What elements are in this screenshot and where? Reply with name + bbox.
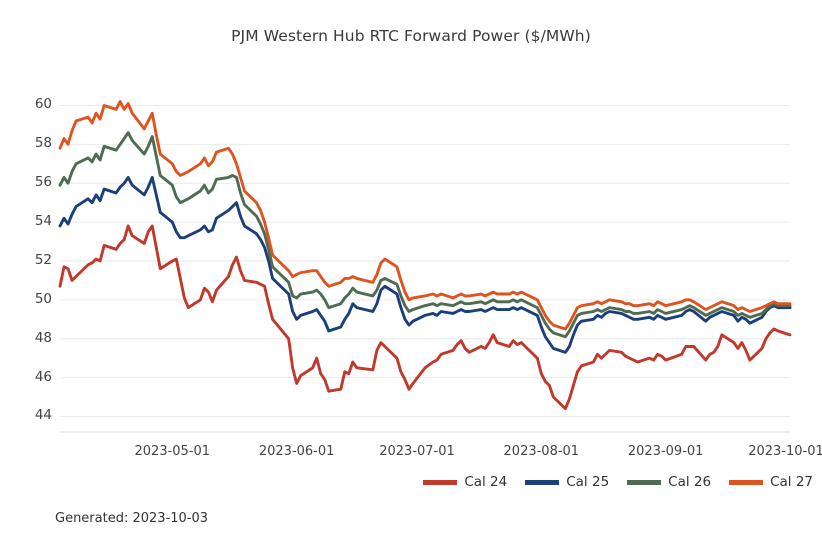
- legend-label: Cal 26: [668, 474, 712, 490]
- series-lines-group: [58, 100, 792, 411]
- gridlines-group: [60, 104, 790, 417]
- series-line-cal-24: [58, 224, 792, 411]
- chart-title: PJM Western Hub RTC Forward Power ($/MWh…: [231, 27, 591, 45]
- legend-label: Cal 27: [770, 474, 813, 490]
- y-tick-label: 56: [34, 174, 52, 191]
- y-tick-label: 58: [34, 135, 52, 152]
- legend-item-cal-27[interactable]: Cal 27: [729, 474, 813, 490]
- generated-timestamp: Generated: 2023-10-03: [55, 511, 209, 526]
- y-tick-label: 52: [34, 251, 52, 268]
- legend-swatch-icon: [729, 479, 764, 485]
- y-tick-label: 44: [34, 407, 52, 424]
- series-line-cal-25: [58, 175, 792, 354]
- legend-label: Cal 24: [464, 474, 508, 490]
- x-tick-label: 2023-07-01: [379, 444, 455, 459]
- legend-swatch-icon: [525, 479, 560, 485]
- legend-swatch-icon: [627, 479, 662, 485]
- y-tick-label: 50: [34, 290, 52, 307]
- legend-item-cal-24[interactable]: Cal 24: [423, 474, 507, 490]
- y-tick-label: 60: [34, 96, 52, 113]
- legend-swatch-icon: [423, 479, 458, 485]
- y-tick-label: 48: [34, 329, 52, 346]
- x-tick-label: 2023-10-01: [748, 444, 822, 459]
- x-tick-label: 2023-05-01: [134, 444, 211, 459]
- chart-legend: Cal 24 Cal 25 Cal 26 Cal 27: [0, 474, 822, 490]
- x-tick-label: 2023-09-01: [627, 444, 704, 459]
- series-line-cal-26: [58, 131, 792, 339]
- y-tick-label: 54: [34, 213, 52, 230]
- series-line-cal-27: [58, 100, 792, 331]
- x-tick-label: 2023-06-01: [258, 444, 335, 459]
- x-tick-label: 2023-08-01: [503, 444, 580, 459]
- legend-label: Cal 25: [566, 474, 610, 490]
- legend-item-cal-25[interactable]: Cal 25: [525, 474, 609, 490]
- y-tick-label: 46: [34, 368, 52, 385]
- legend-item-cal-26[interactable]: Cal 26: [627, 474, 711, 490]
